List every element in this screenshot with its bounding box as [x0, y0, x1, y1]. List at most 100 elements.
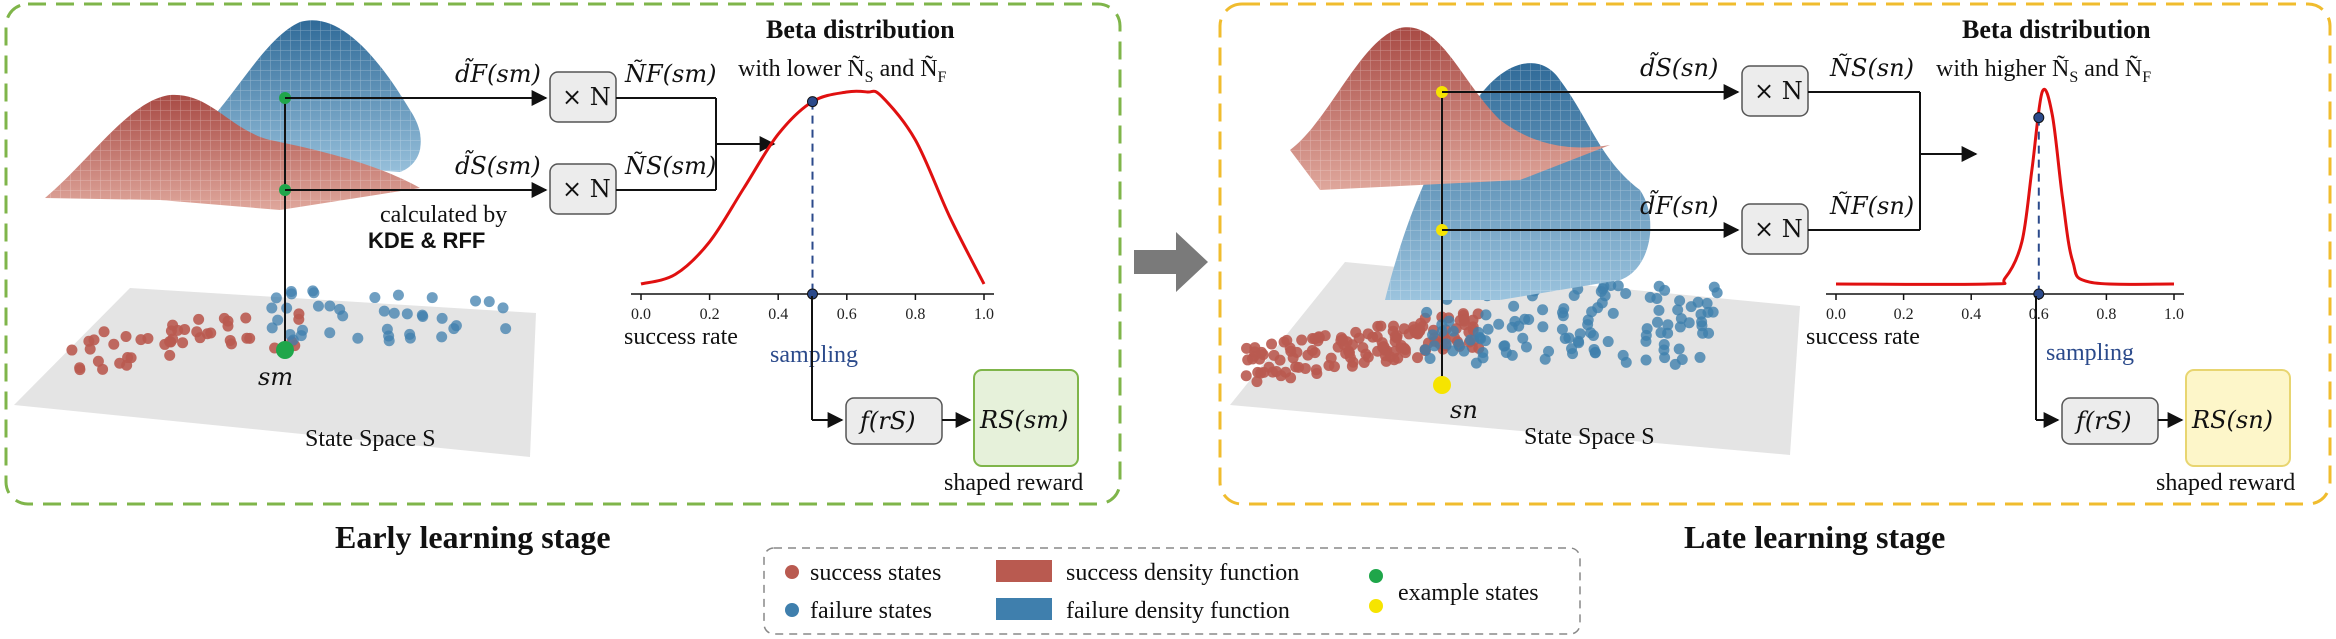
early-mult-lower: × N [562, 175, 611, 203]
early-tick-label: 0.8 [905, 306, 925, 323]
late-failure-dot [1493, 318, 1505, 330]
late-success-dot [1290, 361, 1302, 373]
late-success-dot [1284, 342, 1296, 354]
early-failure-dot [286, 288, 298, 300]
late-panel: State Space S sn d̃S(sn) × N ÑS(sn) d̃F(… [1218, 2, 2332, 555]
late-failure-dot [1447, 325, 1459, 337]
late-failure-dot [1602, 336, 1614, 348]
late-failure-dot [1582, 319, 1594, 331]
early-reward-box [973, 369, 1079, 467]
late-success-dot [1360, 348, 1372, 360]
late-success-dot [1398, 323, 1410, 335]
early-success-dot [167, 319, 179, 331]
late-success-dot [1346, 339, 1358, 351]
early-success-dot [84, 343, 96, 355]
early-beta-curve [640, 89, 986, 286]
legend-box [763, 547, 1581, 635]
early-failure-dot [450, 320, 462, 332]
late-success-dot [1328, 361, 1340, 373]
late-failure-dot [1508, 300, 1520, 312]
early-beta-chart: 0.0 0.2 0.4 0.6 0.8 1.0 [631, 89, 994, 323]
late-failure-dot [1517, 332, 1529, 344]
late-failure-dot [1674, 321, 1686, 333]
early-success-dot [241, 332, 253, 344]
late-success-dot [1353, 332, 1365, 344]
late-tick-label: 0.0 [1826, 306, 1846, 323]
early-calc-line1: calculated by [380, 202, 507, 228]
late-failure-dot [1421, 306, 1433, 318]
early-panel-border [4, 2, 1122, 506]
legend-success-swatch [996, 560, 1052, 582]
early-tick-label: 0.4 [768, 306, 788, 323]
early-failure-dot [369, 292, 381, 304]
early-success-dot [66, 344, 78, 356]
early-success-dot [191, 326, 203, 338]
late-success-dot [1296, 334, 1308, 346]
late-success-dot [1340, 348, 1352, 360]
late-success-dot [1249, 346, 1261, 358]
legend-failure-dot [785, 603, 799, 617]
late-stage-title: Late learning stage [1684, 519, 1945, 555]
late-success-dot [1380, 355, 1392, 367]
late-tick-label: 0.2 [1894, 306, 1914, 323]
early-tick-label: 1.0 [974, 306, 994, 323]
late-failure-dot [1694, 351, 1706, 363]
early-upper-count: ÑF(sm) [624, 58, 716, 88]
late-failure-dot [1567, 348, 1579, 360]
late-success-dot [1268, 349, 1280, 361]
early-sample-point [807, 96, 818, 108]
stage-transition-arrow [1134, 232, 1208, 292]
late-failure-dot [1662, 319, 1674, 331]
early-calc-line2: KDE & RFF [368, 228, 485, 253]
late-failure-dot [1543, 345, 1555, 357]
late-example-state [1433, 376, 1451, 394]
early-success-dot [92, 355, 104, 367]
late-failure-dot [1701, 297, 1713, 309]
late-failure-dot [1470, 357, 1482, 369]
early-success-dot [108, 338, 120, 350]
early-stage-title: Early learning stage [335, 519, 611, 555]
late-tick-label: 0.8 [2096, 306, 2116, 323]
late-success-dot [1251, 376, 1263, 388]
late-failure-dot [1640, 354, 1652, 366]
early-beta-title: Beta distribution [766, 15, 955, 44]
early-xlabel: success rate [624, 324, 738, 350]
late-failure-dot [1692, 296, 1704, 308]
early-failure-dot [284, 328, 296, 340]
late-mult-upper: × N [1754, 77, 1803, 105]
late-failure-dot [1520, 341, 1532, 353]
late-sample-point [2033, 112, 2045, 124]
legend: success states failure states success de… [763, 547, 1581, 635]
late-success-dot [1312, 335, 1324, 347]
late-failure-dot [1597, 283, 1609, 295]
early-mult-upper: × N [562, 83, 611, 111]
early-failure-dot [483, 296, 495, 308]
late-failure-dot [1641, 323, 1653, 335]
late-tick-label: 0.6 [2029, 306, 2049, 323]
legend-example-states: example states [1398, 580, 1539, 606]
late-failure-dot [1464, 334, 1476, 346]
late-func: f(rS) [2074, 407, 2132, 435]
early-failure-dot [381, 323, 393, 335]
late-failure-dot [1556, 323, 1568, 335]
legend-example-green [1369, 569, 1383, 583]
late-failure-dot [1653, 280, 1665, 292]
early-success-dot [167, 333, 179, 345]
late-failure-dot [1424, 353, 1436, 365]
early-failure-dot [470, 295, 482, 307]
early-success-dot [121, 359, 133, 371]
early-failure-dot [272, 314, 284, 326]
early-failure-dot [392, 289, 404, 301]
early-failure-dot [352, 332, 364, 344]
late-failure-dot [1428, 340, 1440, 352]
early-reward-label: shaped reward [944, 470, 1083, 496]
late-failure-dot [1447, 345, 1459, 357]
legend-example-yellow [1369, 599, 1383, 613]
late-success-dot [1371, 331, 1383, 343]
early-failure-dot [334, 303, 346, 315]
late-state-label: sn [1450, 396, 1478, 424]
late-failure-dot [1513, 320, 1525, 332]
legend-success-density: success density function [1066, 560, 1299, 586]
late-beta-sub: with higher ÑS and ÑF [1936, 56, 2151, 86]
late-failure-dot [1711, 287, 1723, 299]
